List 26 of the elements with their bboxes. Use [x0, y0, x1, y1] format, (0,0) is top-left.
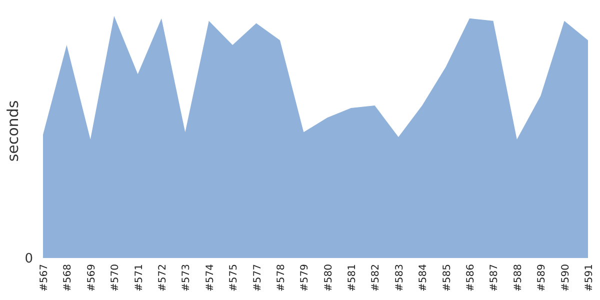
x-tick-label: #587	[489, 264, 500, 292]
x-tick-label: #585	[442, 264, 453, 292]
y-axis-title: seconds	[4, 100, 22, 162]
x-tick-label: #573	[181, 264, 192, 292]
x-tick-label: #572	[157, 264, 168, 292]
x-tick-label: #579	[300, 264, 311, 292]
x-tick-label: #583	[394, 264, 406, 292]
x-tick-label: #591	[584, 264, 595, 292]
x-tick-label: #575	[228, 264, 240, 292]
x-tick-label: #584	[418, 264, 430, 292]
x-tick-label: #590	[560, 264, 572, 292]
x-tick-label: #581	[347, 264, 358, 292]
x-tick-label: #582	[370, 264, 382, 292]
x-tick-label: #571	[134, 264, 145, 292]
x-tick-label: #577	[252, 264, 264, 292]
x-tick-label: #588	[512, 264, 524, 292]
x-tick-label: #574	[204, 264, 216, 292]
x-tick-label: #580	[323, 264, 334, 292]
x-tick-label: #568	[62, 264, 74, 292]
x-tick-label: #567	[39, 264, 50, 292]
x-tick-label: #578	[276, 264, 287, 292]
annotation: 0	[24, 252, 33, 267]
x-tick-label: #569	[86, 264, 98, 292]
x-tick-label: #589	[536, 264, 548, 292]
x-tick-label: #586	[466, 264, 477, 292]
x-tick-label: #570	[110, 264, 122, 292]
